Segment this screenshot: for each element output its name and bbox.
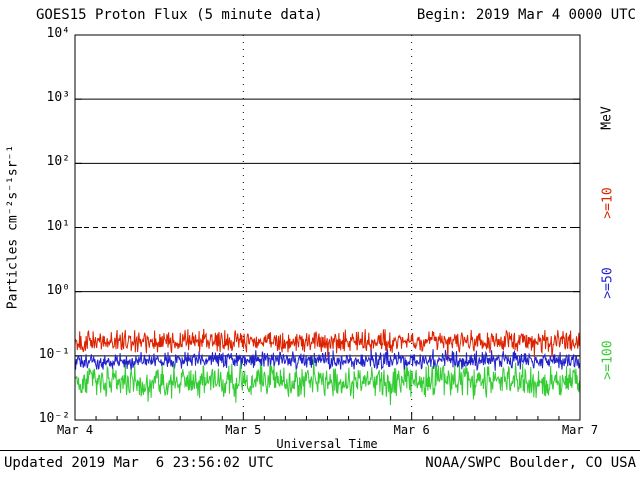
- x-tick-label: Mar 6: [393, 423, 430, 437]
- y-tick-label: 10²: [46, 154, 70, 170]
- y-tick-label: 10³: [46, 90, 70, 106]
- right-axis-series-label: >=100: [600, 340, 616, 380]
- series->=100: [74, 358, 581, 406]
- y-tick-label: 10¹: [46, 218, 70, 234]
- y-tick-label: 10⁰: [46, 282, 70, 298]
- y-tick-label: 10⁻¹: [38, 346, 70, 362]
- x-tick-label: Mar 7: [561, 423, 599, 437]
- right-axis-series-label: >=10: [600, 187, 616, 219]
- source-attribution: NOAA/SWPC Boulder, CO USA: [425, 455, 636, 471]
- series->=50: [74, 349, 581, 373]
- right-axis-series-label: >=50: [600, 267, 616, 299]
- footer-divider: [0, 450, 640, 451]
- y-tick-label: 10⁻²: [38, 411, 70, 426]
- right-axis-units-label: MeV: [599, 106, 615, 130]
- y-tick-label: 10⁴: [46, 26, 70, 41]
- updated-timestamp: Updated 2019 Mar 6 23:56:02 UTC: [4, 455, 274, 471]
- x-tick-label: Mar 5: [225, 423, 262, 437]
- x-tick-label: Mar 4: [56, 423, 94, 437]
- series->=10: [74, 328, 581, 362]
- begin-time-label: Begin: 2019 Mar 4 0000 UTC: [416, 7, 636, 23]
- y-axis-label: Particles cm⁻²s⁻¹sr⁻¹: [5, 144, 21, 310]
- x-axis-label: Universal Time: [276, 437, 378, 451]
- plot-frame: [74, 34, 581, 421]
- chart-title: GOES15 Proton Flux (5 minute data): [36, 7, 323, 23]
